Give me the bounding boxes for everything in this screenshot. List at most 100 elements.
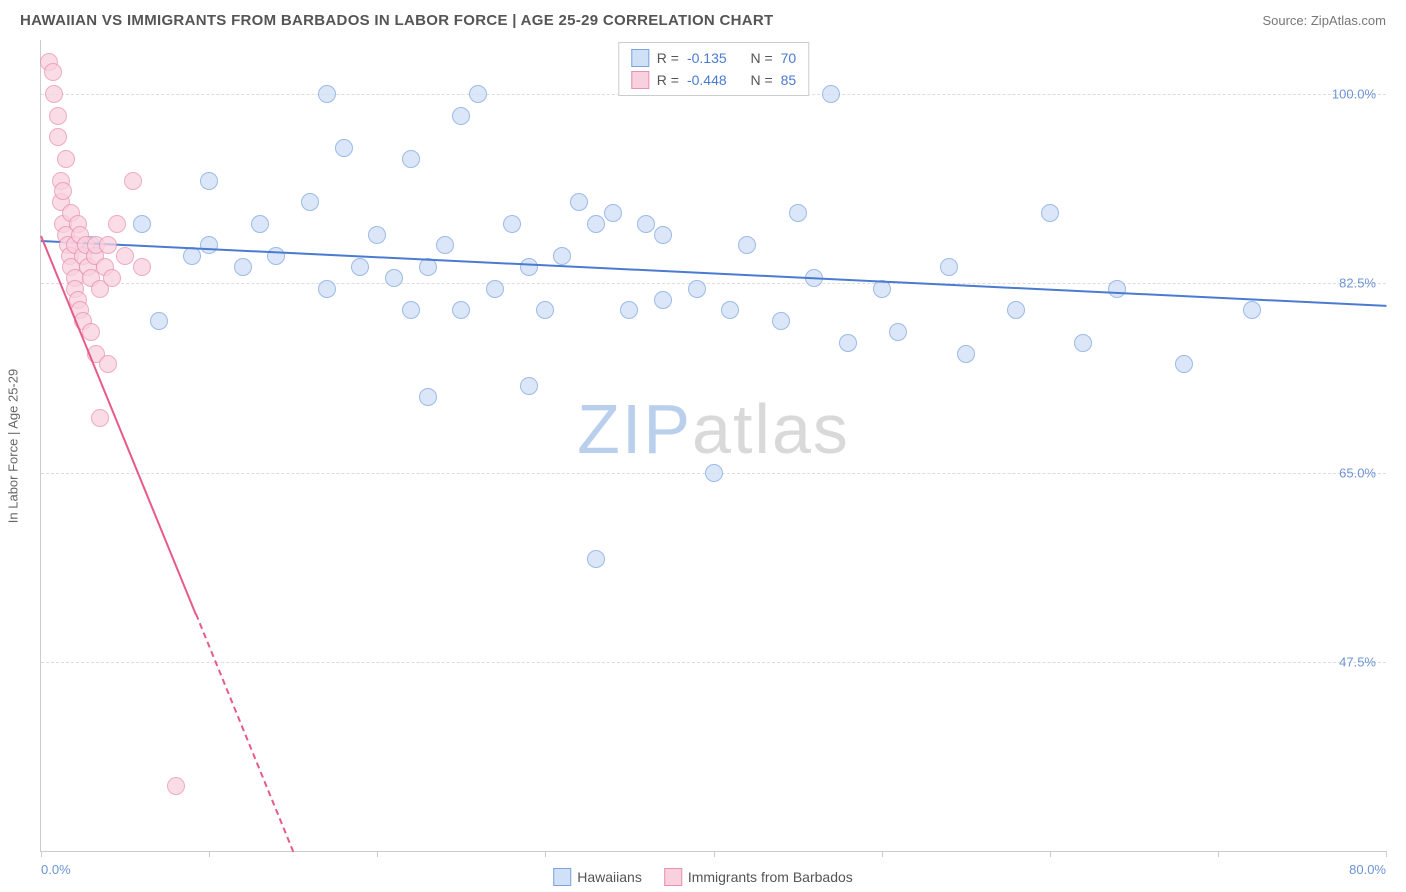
data-point-hawaiians: [1108, 280, 1126, 298]
data-point-hawaiians: [889, 323, 907, 341]
y-tick-label: 65.0%: [1339, 465, 1376, 480]
data-point-hawaiians: [957, 345, 975, 363]
data-point-hawaiians: [351, 258, 369, 276]
data-point-hawaiians: [839, 334, 857, 352]
data-point-hawaiians: [789, 204, 807, 222]
data-point-barbados: [44, 63, 62, 81]
gridline: [41, 662, 1386, 663]
data-point-barbados: [54, 182, 72, 200]
data-point-hawaiians: [1007, 301, 1025, 319]
x-axis-max-label: 80.0%: [1349, 862, 1386, 877]
data-point-hawaiians: [587, 550, 605, 568]
data-point-hawaiians: [570, 193, 588, 211]
data-point-hawaiians: [251, 215, 269, 233]
data-point-hawaiians: [200, 172, 218, 190]
stat-n-label: N =: [750, 69, 772, 91]
data-point-barbados: [108, 215, 126, 233]
y-tick-label: 100.0%: [1332, 87, 1376, 102]
data-point-hawaiians: [419, 388, 437, 406]
data-point-hawaiians: [234, 258, 252, 276]
data-point-hawaiians: [604, 204, 622, 222]
data-point-hawaiians: [637, 215, 655, 233]
data-point-barbados: [167, 777, 185, 795]
data-point-hawaiians: [486, 280, 504, 298]
data-point-hawaiians: [503, 215, 521, 233]
legend: Hawaiians Immigrants from Barbados: [553, 868, 853, 886]
data-point-hawaiians: [452, 107, 470, 125]
stats-row-barbados: R = -0.448 N = 85: [631, 69, 796, 91]
x-tick: [882, 851, 883, 857]
correlation-stats-box: R = -0.135 N = 70R = -0.448 N = 85: [618, 42, 809, 96]
chart-title: HAWAIIAN VS IMMIGRANTS FROM BARBADOS IN …: [20, 12, 774, 29]
data-point-hawaiians: [385, 269, 403, 287]
legend-item-hawaiians: Hawaiians: [553, 868, 642, 886]
x-tick: [1386, 851, 1387, 857]
data-point-hawaiians: [520, 258, 538, 276]
data-point-hawaiians: [688, 280, 706, 298]
regression-line-barbados: [40, 235, 197, 614]
data-point-hawaiians: [1041, 204, 1059, 222]
data-point-hawaiians: [318, 85, 336, 103]
stats-swatch: [631, 49, 649, 67]
data-point-barbados: [116, 247, 134, 265]
data-point-barbados: [49, 107, 67, 125]
x-tick: [1218, 851, 1219, 857]
stats-swatch: [631, 71, 649, 89]
data-point-barbados: [103, 269, 121, 287]
y-axis-label: In Labor Force | Age 25-29: [6, 368, 21, 522]
stat-n-value: 70: [781, 47, 797, 69]
data-point-hawaiians: [301, 193, 319, 211]
stats-row-hawaiians: R = -0.135 N = 70: [631, 47, 796, 69]
data-point-hawaiians: [738, 236, 756, 254]
x-tick: [377, 851, 378, 857]
data-point-hawaiians: [587, 215, 605, 233]
data-point-hawaiians: [1074, 334, 1092, 352]
gridline: [41, 283, 1386, 284]
data-point-barbados: [124, 172, 142, 190]
data-point-hawaiians: [654, 226, 672, 244]
legend-swatch-hawaiians: [553, 868, 571, 886]
data-point-hawaiians: [1175, 355, 1193, 373]
data-point-hawaiians: [553, 247, 571, 265]
stat-r-value: -0.135: [687, 47, 727, 69]
data-point-hawaiians: [200, 236, 218, 254]
legend-label-barbados: Immigrants from Barbados: [688, 869, 853, 885]
data-point-hawaiians: [133, 215, 151, 233]
plot-region: In Labor Force | Age 25-29 47.5%65.0%82.…: [40, 40, 1386, 852]
data-point-barbados: [57, 150, 75, 168]
data-point-hawaiians: [536, 301, 554, 319]
data-point-hawaiians: [402, 301, 420, 319]
data-point-barbados: [82, 323, 100, 341]
data-point-barbados: [45, 85, 63, 103]
stat-r-value: -0.448: [687, 69, 727, 91]
x-tick: [714, 851, 715, 857]
data-point-hawaiians: [705, 464, 723, 482]
x-tick: [41, 851, 42, 857]
data-point-hawaiians: [452, 301, 470, 319]
data-point-hawaiians: [1243, 301, 1261, 319]
data-point-barbados: [99, 236, 117, 254]
data-point-hawaiians: [335, 139, 353, 157]
data-point-hawaiians: [620, 301, 638, 319]
data-point-hawaiians: [368, 226, 386, 244]
stat-n-label: N =: [750, 47, 772, 69]
data-point-barbados: [99, 355, 117, 373]
watermark: ZIPatlas: [577, 389, 850, 469]
source-credit: Source: ZipAtlas.com: [1262, 13, 1386, 28]
stat-r-label: R =: [657, 69, 679, 91]
regression-line-barbados-extrapolated: [195, 614, 294, 853]
source-prefix: Source:: [1262, 13, 1310, 28]
x-tick: [209, 851, 210, 857]
data-point-hawaiians: [183, 247, 201, 265]
data-point-hawaiians: [654, 291, 672, 309]
y-tick-label: 82.5%: [1339, 276, 1376, 291]
x-axis-min-label: 0.0%: [41, 862, 71, 877]
data-point-hawaiians: [318, 280, 336, 298]
legend-item-barbados: Immigrants from Barbados: [664, 868, 853, 886]
data-point-hawaiians: [150, 312, 168, 330]
data-point-barbados: [133, 258, 151, 276]
legend-swatch-barbados: [664, 868, 682, 886]
data-point-barbados: [91, 409, 109, 427]
x-tick: [1050, 851, 1051, 857]
data-point-hawaiians: [267, 247, 285, 265]
